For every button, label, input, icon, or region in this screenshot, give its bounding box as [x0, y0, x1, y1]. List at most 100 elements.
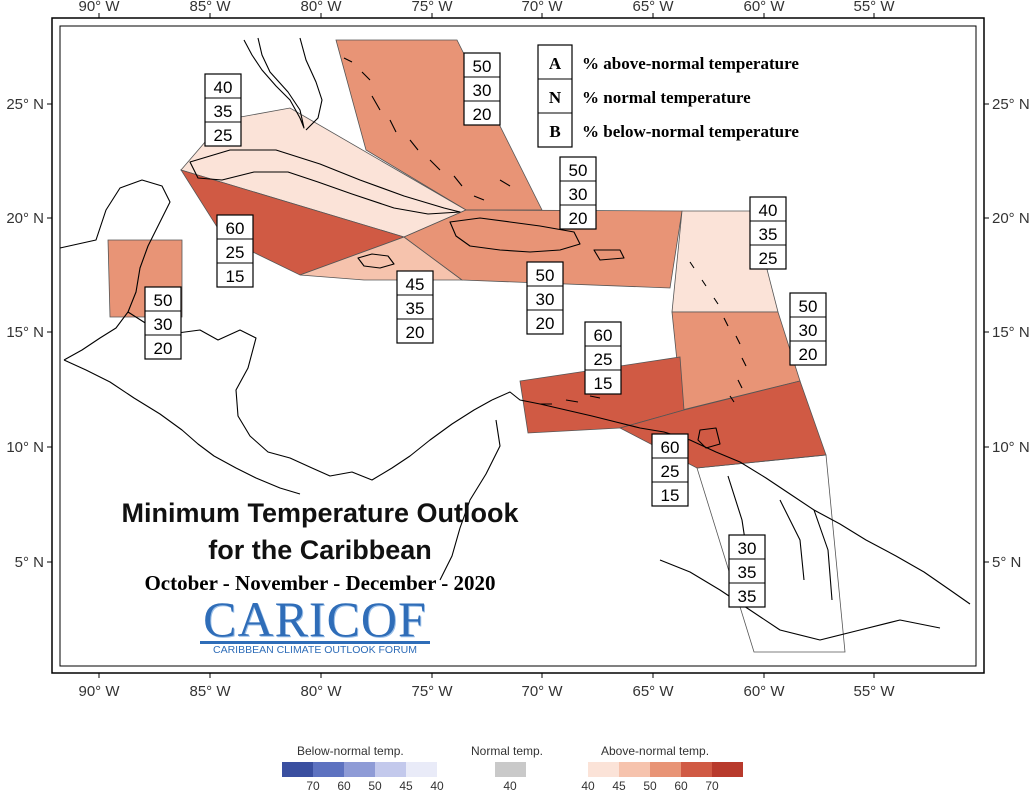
caricof-logo: CARICOF CARIBBEAN CLIMATE OUTLOOK FORUM	[200, 593, 430, 659]
lat-label: 25° N	[6, 96, 44, 113]
prob-box-trinidad: 60 25 15	[651, 433, 689, 507]
florida-coast	[243, 37, 305, 129]
jamaica-coast	[357, 253, 395, 269]
bahamas-islands	[343, 57, 511, 201]
prob-above: 60	[594, 326, 613, 345]
legend-tick: 60	[674, 779, 688, 791]
prob-box-hispaniola-upper: 50 30 20	[559, 156, 597, 230]
prob-above: 45	[406, 275, 425, 294]
prob-below: 15	[661, 486, 680, 505]
legend-below-swatches	[282, 762, 437, 777]
prob-box-abc: 60 25 15	[584, 321, 622, 395]
central-america-coast	[127, 311, 493, 481]
legend-tick: 45	[612, 779, 626, 791]
puerto-rico-coast	[593, 249, 625, 261]
latitude-labels-left: 25° N 20° N 15° N 10° N 5° N	[6, 96, 44, 571]
lon-label: 55° W	[853, 0, 895, 15]
key-description: % above-normal temperature	[582, 54, 799, 73]
prob-above: 50	[154, 291, 173, 310]
lat-label: 20° N	[6, 210, 44, 227]
prob-below: 15	[226, 267, 245, 286]
legend-above-swatches	[588, 762, 743, 777]
prob-below: 20	[473, 105, 492, 124]
legend-title-below: Below-normal temp.	[297, 744, 404, 758]
lon-label: 85° W	[189, 0, 231, 15]
lon-label: 65° W	[632, 0, 674, 15]
prob-normal: 35	[214, 102, 233, 121]
key-letter: N	[549, 88, 562, 107]
legend-swatch	[712, 762, 743, 777]
legend-swatch	[313, 762, 344, 777]
prob-normal: 25	[661, 462, 680, 481]
lon-label: 55° W	[853, 683, 895, 700]
prob-normal: 30	[799, 321, 818, 340]
map-title-line2: for the Caribbean	[208, 535, 432, 565]
lon-label: 80° W	[300, 0, 342, 15]
logo-wordmark: CARICOF	[203, 591, 427, 647]
prob-above: 30	[738, 539, 757, 558]
prob-normal: 30	[473, 81, 492, 100]
prob-normal: 30	[154, 315, 173, 334]
venezuela-interior	[659, 559, 941, 641]
longitude-labels-bottom: 90° W 85° W 80° W 75° W 70° W 65° W 60° …	[78, 683, 895, 700]
lon-label: 90° W	[78, 0, 120, 15]
lat-label: 10° N	[6, 439, 44, 456]
florida-east-coast	[299, 37, 323, 131]
legend-swatch	[619, 762, 650, 777]
prob-normal: 30	[536, 290, 555, 309]
legend-swatch	[650, 762, 681, 777]
category-key: A N B % above-normal temperature % norma…	[537, 44, 799, 148]
legend-swatch	[495, 762, 526, 777]
prob-above: 60	[226, 219, 245, 238]
lon-label: 70° W	[521, 0, 563, 15]
prob-box-jamaica: 45 35 20	[396, 270, 434, 344]
map-title: Minimum Temperature Outlook	[121, 498, 519, 528]
lat-label: 15° N	[6, 324, 44, 341]
legend-swatch	[588, 762, 619, 777]
lesser-antilles	[689, 261, 747, 403]
prob-above: 50	[799, 297, 818, 316]
lon-label: 75° W	[411, 683, 453, 700]
prob-normal: 25	[594, 350, 613, 369]
prob-normal: 25	[226, 243, 245, 262]
legend-tick: 40	[503, 779, 517, 791]
key-description: % below-normal temperature	[582, 122, 799, 141]
prob-above: 40	[759, 201, 778, 220]
prob-above: 50	[473, 57, 492, 76]
prob-box-hispaniola-lower: 50 30 20	[526, 261, 564, 335]
lon-label: 60° W	[743, 0, 785, 15]
legend-title-normal: Normal temp.	[471, 744, 544, 758]
prob-below: 35	[738, 587, 757, 606]
key-description: % normal temperature	[582, 88, 751, 107]
yucatan-coast	[59, 179, 171, 361]
legend-tick: 60	[337, 779, 351, 791]
prob-below: 15	[594, 374, 613, 393]
lon-label: 80° W	[300, 683, 342, 700]
latitude-labels-right: 25° N 20° N 15° N 10° N 5° N	[992, 96, 1030, 571]
prob-box-cayman: 60 25 15	[216, 214, 254, 288]
lon-label: 65° W	[632, 683, 674, 700]
abc-islands	[540, 395, 601, 405]
legend-tick: 70	[306, 779, 320, 791]
lon-label: 75° W	[411, 0, 453, 15]
legend-tick: 45	[399, 779, 413, 791]
region-hispaniola	[403, 209, 683, 289]
prob-normal: 35	[759, 225, 778, 244]
lat-label: 10° N	[992, 439, 1030, 456]
legend-swatch	[375, 762, 406, 777]
legend-swatch	[344, 762, 375, 777]
season-subtitle: October - November - December - 2020	[144, 571, 496, 595]
inner-frame	[59, 25, 977, 667]
key-letter: B	[549, 122, 560, 141]
longitude-labels-top: 90° W 85° W 80° W 75° W 70° W 65° W 60° …	[78, 0, 895, 15]
lat-label: 25° N	[992, 96, 1030, 113]
legend-tick: 70	[705, 779, 719, 791]
logo-tagline: CARIBBEAN CLIMATE OUTLOOK FORUM	[213, 644, 417, 656]
prob-below: 25	[759, 249, 778, 268]
coastlines	[59, 37, 971, 641]
legend-tick: 50	[368, 779, 382, 791]
lat-label: 5° N	[15, 554, 44, 571]
prob-above: 60	[661, 438, 680, 457]
lat-label: 15° N	[992, 324, 1030, 341]
colour-legend: 70 60 50 45 40 40 40 45 50 60 70	[282, 762, 743, 791]
